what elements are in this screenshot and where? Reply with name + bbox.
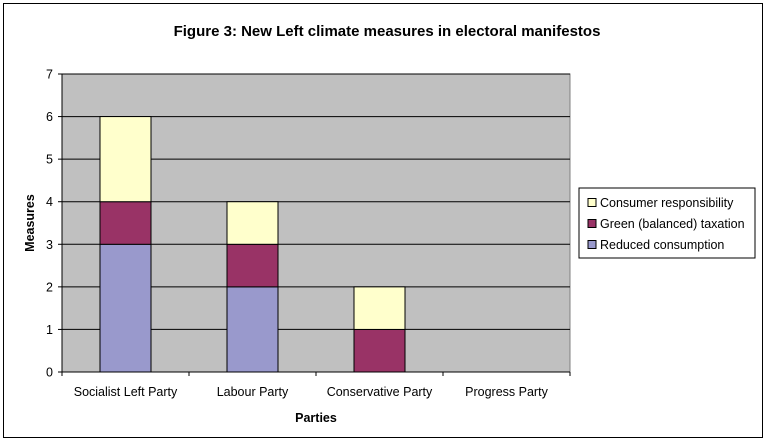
axes [58,73,571,376]
bar-segment [99,243,152,373]
chart-title: Figure 3: New Left climate measures in e… [174,23,601,40]
x-tick-labels: Socialist Left Party Labour Party Conserva… [74,385,549,399]
bar-segment [226,286,279,373]
bar-segment [353,286,406,330]
legend-swatch [587,198,597,207]
y-tick-label: 1 [46,323,53,337]
legend-swatch [587,219,597,228]
x-tick-label: Conservative Party [327,385,433,399]
y-tick-label: 6 [46,110,53,124]
legend-label: Consumer responsibility [600,196,734,210]
y-tick-label: 0 [46,366,53,380]
legend-box [578,187,756,259]
legend-label: Reduced consumption [600,238,724,252]
y-tick-label: 4 [46,195,53,209]
y-tick-labels: 0 1 2 3 4 5 6 7 [46,68,53,380]
legend-swatch [587,240,597,249]
y-tick-label: 2 [46,280,53,294]
legend-label: Green (balanced) taxation [600,217,745,231]
y-tick-label: 7 [46,68,53,82]
bar-segment [99,201,152,245]
x-tick-label: Progress Party [465,385,548,399]
bar-segment [226,201,279,245]
bars [99,116,406,373]
bar-segment [99,116,152,203]
bar-segment [226,243,279,288]
y-tick-label: 5 [46,153,53,167]
x-tick-label: Labour Party [217,385,289,399]
legend: Consumer responsibility Green (balanced) … [578,187,756,259]
x-tick-label: Socialist Left Party [74,385,178,399]
y-tick-label: 3 [46,238,53,252]
bar-segment [353,328,406,373]
y-axis-title: Measures [23,194,37,252]
x-axis-title: Parties [295,411,337,425]
